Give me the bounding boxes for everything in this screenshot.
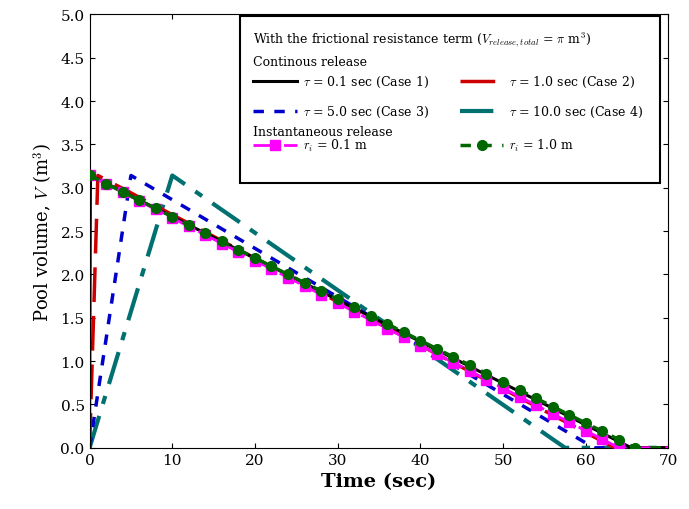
Point (88, 384, 96, 390)
Text: $r_i$ = 1.0 m: $r_i$ = 1.0 m (509, 137, 575, 154)
Point (92, 378, 100, 384)
Text: $r_i$ = 0.1 m: $r_i$ = 0.1 m (302, 137, 368, 154)
Point (88, 378, 96, 384)
Point (91, 384, 99, 390)
Point (92, 384, 100, 390)
Text: $\tau$ = 1.0 sec (Case 2): $\tau$ = 1.0 sec (Case 2) (509, 75, 635, 90)
Point (92, 372, 100, 378)
Y-axis label: Pool volume, $V$ (m$^3$): Pool volume, $V$ (m$^3$) (32, 142, 55, 321)
Text: $\tau$ = 0.1 sec (Case 1): $\tau$ = 0.1 sec (Case 1) (302, 75, 429, 90)
Point (88, 372, 96, 378)
Text: Instantaneous release: Instantaneous release (254, 126, 393, 138)
Text: $\tau$ = 5.0 sec (Case 3): $\tau$ = 5.0 sec (Case 3) (302, 104, 429, 119)
Point (91, 372, 99, 378)
FancyBboxPatch shape (240, 17, 659, 184)
Point (88, 384, 96, 390)
Text: $\tau$ = 10.0 sec (Case 4): $\tau$ = 10.0 sec (Case 4) (509, 104, 644, 119)
X-axis label: Time (sec): Time (sec) (321, 472, 437, 490)
Point (88, 372, 96, 378)
Point (91, 378, 99, 384)
Text: Continous release: Continous release (254, 56, 367, 69)
Text: With the frictional resistance term ($V_{release,total}$ = $\pi$ m$^3$): With the frictional resistance term ($V_… (254, 31, 592, 49)
Point (88, 378, 96, 384)
